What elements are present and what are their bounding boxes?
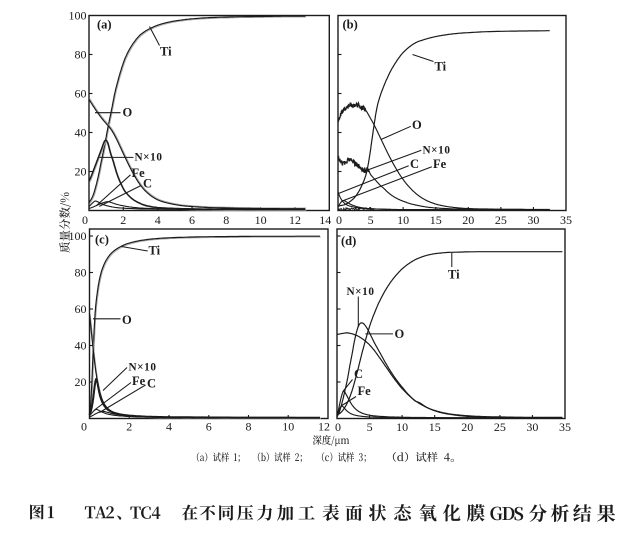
svg-text:14: 14 [319,213,331,227]
svg-text:(b): (b) [343,18,358,32]
svg-text:C: C [147,377,156,391]
svg-text:4: 4 [155,213,161,227]
svg-text:Fe: Fe [358,384,372,398]
svg-text:4: 4 [166,420,172,434]
svg-text:80: 80 [75,266,87,280]
svg-text:80: 80 [75,48,87,62]
svg-text:(c): (c) [95,233,109,247]
svg-text:C: C [354,367,363,381]
svg-text:20: 20 [75,165,87,179]
svg-text:Ti: Ti [149,244,161,258]
svg-text:N×10: N×10 [129,362,157,374]
svg-text:0: 0 [335,420,341,434]
svg-text:35: 35 [559,420,571,434]
svg-text:30: 30 [527,213,539,227]
svg-text:20: 20 [462,213,474,227]
svg-text:60: 60 [75,302,87,316]
svg-text:O: O [412,118,422,132]
svg-text:6: 6 [206,420,212,434]
svg-text:10: 10 [282,420,294,434]
svg-text:100: 100 [69,229,87,243]
svg-text:35: 35 [560,213,572,227]
svg-text:C: C [410,157,419,171]
svg-text:30: 30 [526,420,538,434]
svg-text:Fe: Fe [132,166,146,180]
svg-text:C: C [143,177,152,191]
svg-text:(a): (a) [97,18,112,32]
svg-text:0: 0 [82,213,88,227]
svg-text:60: 60 [75,87,87,101]
svg-text:15: 15 [429,420,441,434]
svg-text:25: 25 [495,213,507,227]
svg-text:10: 10 [255,213,267,227]
svg-text:O: O [395,327,405,341]
svg-text:N×10: N×10 [347,286,375,298]
svg-text:20: 20 [461,420,473,434]
svg-text:Ti: Ti [160,45,172,59]
svg-text:0: 0 [81,420,87,434]
svg-text:N×10: N×10 [423,145,451,157]
svg-text:Ti: Ti [448,268,460,282]
svg-text:10: 10 [397,213,409,227]
svg-text:12: 12 [289,213,301,227]
svg-text:12: 12 [318,420,330,434]
svg-text:O: O [123,106,133,120]
svg-text:N×10: N×10 [135,152,163,164]
svg-text:Fe: Fe [132,374,146,388]
svg-text:5: 5 [368,213,374,227]
svg-text:(d): (d) [341,234,356,248]
svg-text:2: 2 [120,213,126,227]
svg-text:40: 40 [75,126,87,140]
svg-text:6: 6 [189,213,195,227]
svg-text:5: 5 [367,420,373,434]
svg-text:2: 2 [126,420,132,434]
svg-text:25: 25 [494,420,506,434]
svg-text:8: 8 [223,213,229,227]
svg-text:O: O [122,313,132,327]
svg-text:0: 0 [336,213,342,227]
svg-text:40: 40 [75,339,87,353]
svg-text:20: 20 [75,375,87,389]
svg-text:8: 8 [246,420,252,434]
svg-text:100: 100 [69,9,87,23]
svg-text:Fe: Fe [433,157,447,171]
svg-text:15: 15 [430,213,442,227]
svg-text:10: 10 [396,420,408,434]
svg-text:Ti: Ti [435,60,447,74]
